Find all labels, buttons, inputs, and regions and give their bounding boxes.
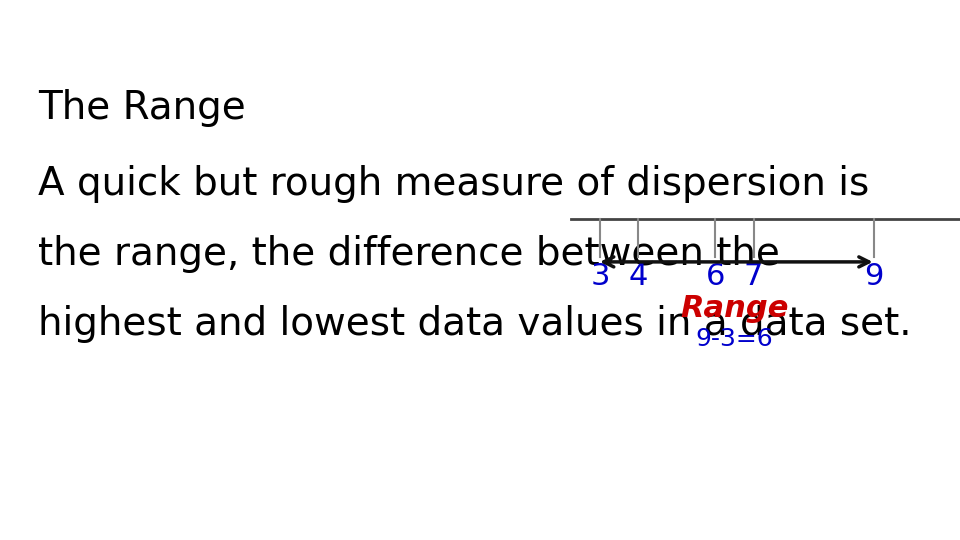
Text: 4: 4 — [629, 262, 648, 291]
Text: 7: 7 — [744, 262, 763, 291]
Text: highest and lowest data values in a data set.: highest and lowest data values in a data… — [38, 305, 912, 343]
Text: the range, the difference between the: the range, the difference between the — [38, 235, 780, 273]
Text: 9: 9 — [864, 262, 883, 291]
Text: 9-3=6: 9-3=6 — [696, 327, 773, 350]
Text: Range: Range — [681, 294, 788, 323]
Text: The Range: The Range — [38, 89, 246, 127]
Text: A quick but rough measure of dispersion is: A quick but rough measure of dispersion … — [38, 165, 870, 202]
Text: 3: 3 — [590, 262, 610, 291]
Text: 6: 6 — [706, 262, 725, 291]
